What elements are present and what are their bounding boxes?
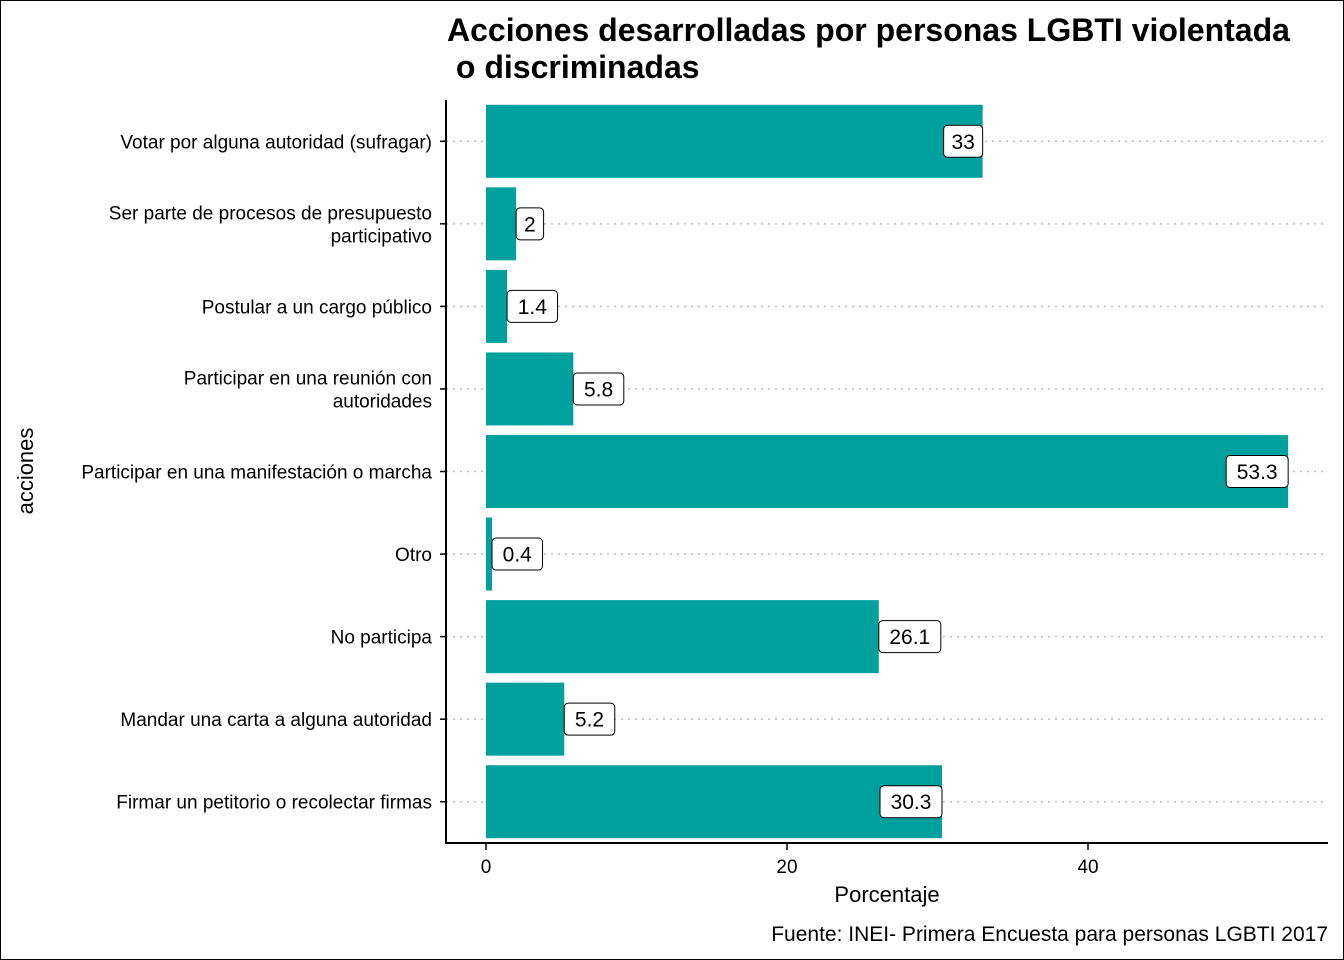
y-axis-title: acciones	[13, 428, 38, 515]
y-tick-label: Mandar una carta a alguna autoridad	[120, 710, 432, 731]
y-tick-label: autoridades	[333, 391, 432, 412]
data-label-box	[491, 537, 544, 571]
y-tick-label: Participar en una manifestación o marcha	[81, 463, 432, 484]
y-tick-label: participativo	[331, 226, 432, 247]
x-tick-label: 40	[1077, 857, 1098, 878]
data-label: 30.3	[891, 791, 932, 814]
data-label-box	[572, 372, 625, 406]
bar	[486, 352, 574, 426]
data-label-box	[878, 620, 942, 654]
y-tick-label: No participa	[331, 628, 433, 649]
bars	[486, 104, 1289, 839]
caption: Fuente: INEI- Primera Encuesta para pers…	[771, 923, 1328, 946]
bar	[486, 682, 565, 756]
x-axis-title: Porcentaje	[834, 882, 939, 907]
y-tick-label: Votar por alguna autoridad (sufragar)	[120, 132, 432, 153]
data-label: 2	[524, 213, 536, 236]
bar	[486, 104, 983, 178]
data-label: 5.2	[575, 709, 604, 732]
bar	[486, 517, 493, 591]
data-label-box	[1225, 455, 1289, 488]
data-label-box	[506, 289, 559, 323]
data-label-box	[879, 785, 943, 819]
y-tick-label: Firmar un petitorio o recolectar firmas	[116, 793, 432, 814]
data-label-box	[943, 124, 984, 158]
x-tick-label: 0	[481, 857, 492, 878]
y-axis: Votar por alguna autoridad (sufragar) Ser…	[81, 100, 447, 844]
chart-title-line-1: Acciones desarrolladas por personas LGBT…	[447, 12, 1290, 48]
data-label: 5.8	[584, 378, 613, 401]
data-label: 0.4	[503, 544, 533, 567]
bar	[486, 187, 517, 261]
bar	[486, 269, 508, 343]
bar	[486, 600, 879, 674]
x-tick-label: 20	[776, 857, 797, 878]
data-label: 26.1	[889, 626, 930, 649]
y-tick-label: Participar en una reunión con	[184, 368, 432, 389]
bar	[486, 435, 1289, 508]
data-label: 1.4	[518, 296, 548, 319]
y-tick-label: Ser parte de procesos de presupuesto	[109, 203, 432, 224]
data-labels: 33 2 1.4 5.8 53.3 0.4 26.1 5.2 30.3	[491, 124, 1289, 819]
chart-title-line-2: o discriminadas	[447, 49, 700, 85]
x-axis: 0 20 40	[445, 842, 1328, 878]
y-tick-label: Otro	[395, 545, 432, 566]
data-label-box	[515, 207, 545, 241]
bar	[486, 765, 943, 839]
y-tick-label: Postular a un cargo público	[202, 297, 432, 318]
data-label: 33	[951, 131, 974, 154]
data-label: 53.3	[1237, 461, 1278, 484]
data-label-box	[563, 702, 616, 736]
